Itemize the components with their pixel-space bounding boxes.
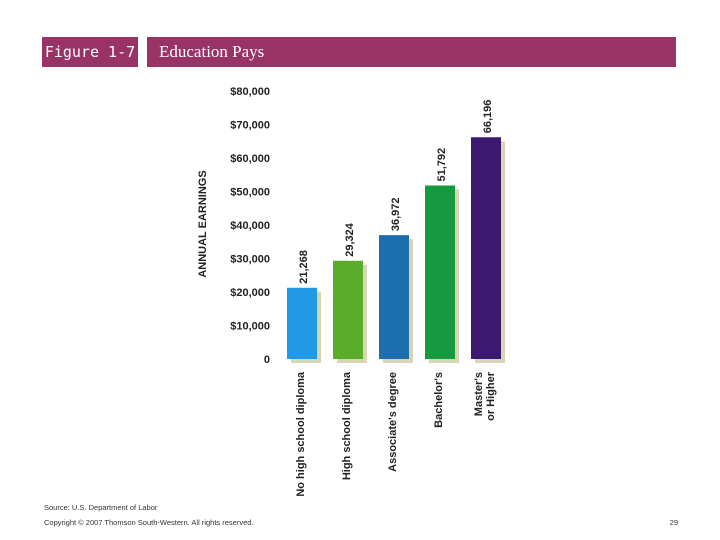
y-tick-label: $10,000	[230, 321, 270, 333]
bar	[287, 287, 317, 359]
source-note: Source: U.S. Department of Labor	[44, 503, 158, 512]
bar	[471, 137, 501, 359]
page-number: 29	[669, 518, 678, 527]
y-axis-ticks: 0 $10,000 $20,000 $30,000 $40,000 $50,000 $60,…	[230, 86, 270, 366]
y-tick-label: $20,000	[230, 287, 270, 299]
category-label: High school diploma	[341, 371, 353, 480]
bar	[379, 235, 409, 359]
category-labels: No high school diploma High school diplom…	[295, 371, 497, 497]
y-tick-label: $50,000	[230, 187, 270, 199]
value-label: 29,324	[344, 222, 356, 257]
bar	[425, 185, 455, 359]
y-axis-label: ANNUAL EARNINGS	[197, 170, 209, 277]
value-label: 21,268	[298, 250, 310, 284]
category-label: No high school diploma	[295, 371, 307, 497]
category-label: Associate's degree	[387, 372, 399, 472]
copyright-note: Copyright © 2007 Thomson South-Western. …	[44, 518, 254, 527]
y-tick-label: $60,000	[230, 153, 270, 165]
y-tick-label: $40,000	[230, 220, 270, 232]
value-label: 66,196	[482, 100, 494, 134]
bar-chart: 0 $10,000 $20,000 $30,000 $40,000 $50,000 $60,…	[197, 86, 505, 497]
figure-label: Figure 1-7	[42, 37, 138, 67]
title-divider	[138, 37, 147, 67]
value-label: 51,792	[436, 148, 448, 182]
y-tick-label: $70,000	[230, 120, 270, 132]
category-label: Master's	[473, 372, 485, 416]
y-tick-label: $80,000	[230, 86, 270, 98]
y-tick-label: 0	[264, 354, 270, 366]
bars	[287, 137, 505, 363]
bar	[333, 260, 363, 359]
value-labels: 21,268 29,324 36,972 51,792 66,196	[298, 100, 494, 284]
category-label: or Higher	[485, 371, 497, 421]
page-title: Education Pays	[147, 37, 676, 67]
value-label: 36,972	[390, 197, 402, 231]
y-tick-label: $30,000	[230, 254, 270, 266]
category-label: Bachelor's	[433, 372, 445, 428]
